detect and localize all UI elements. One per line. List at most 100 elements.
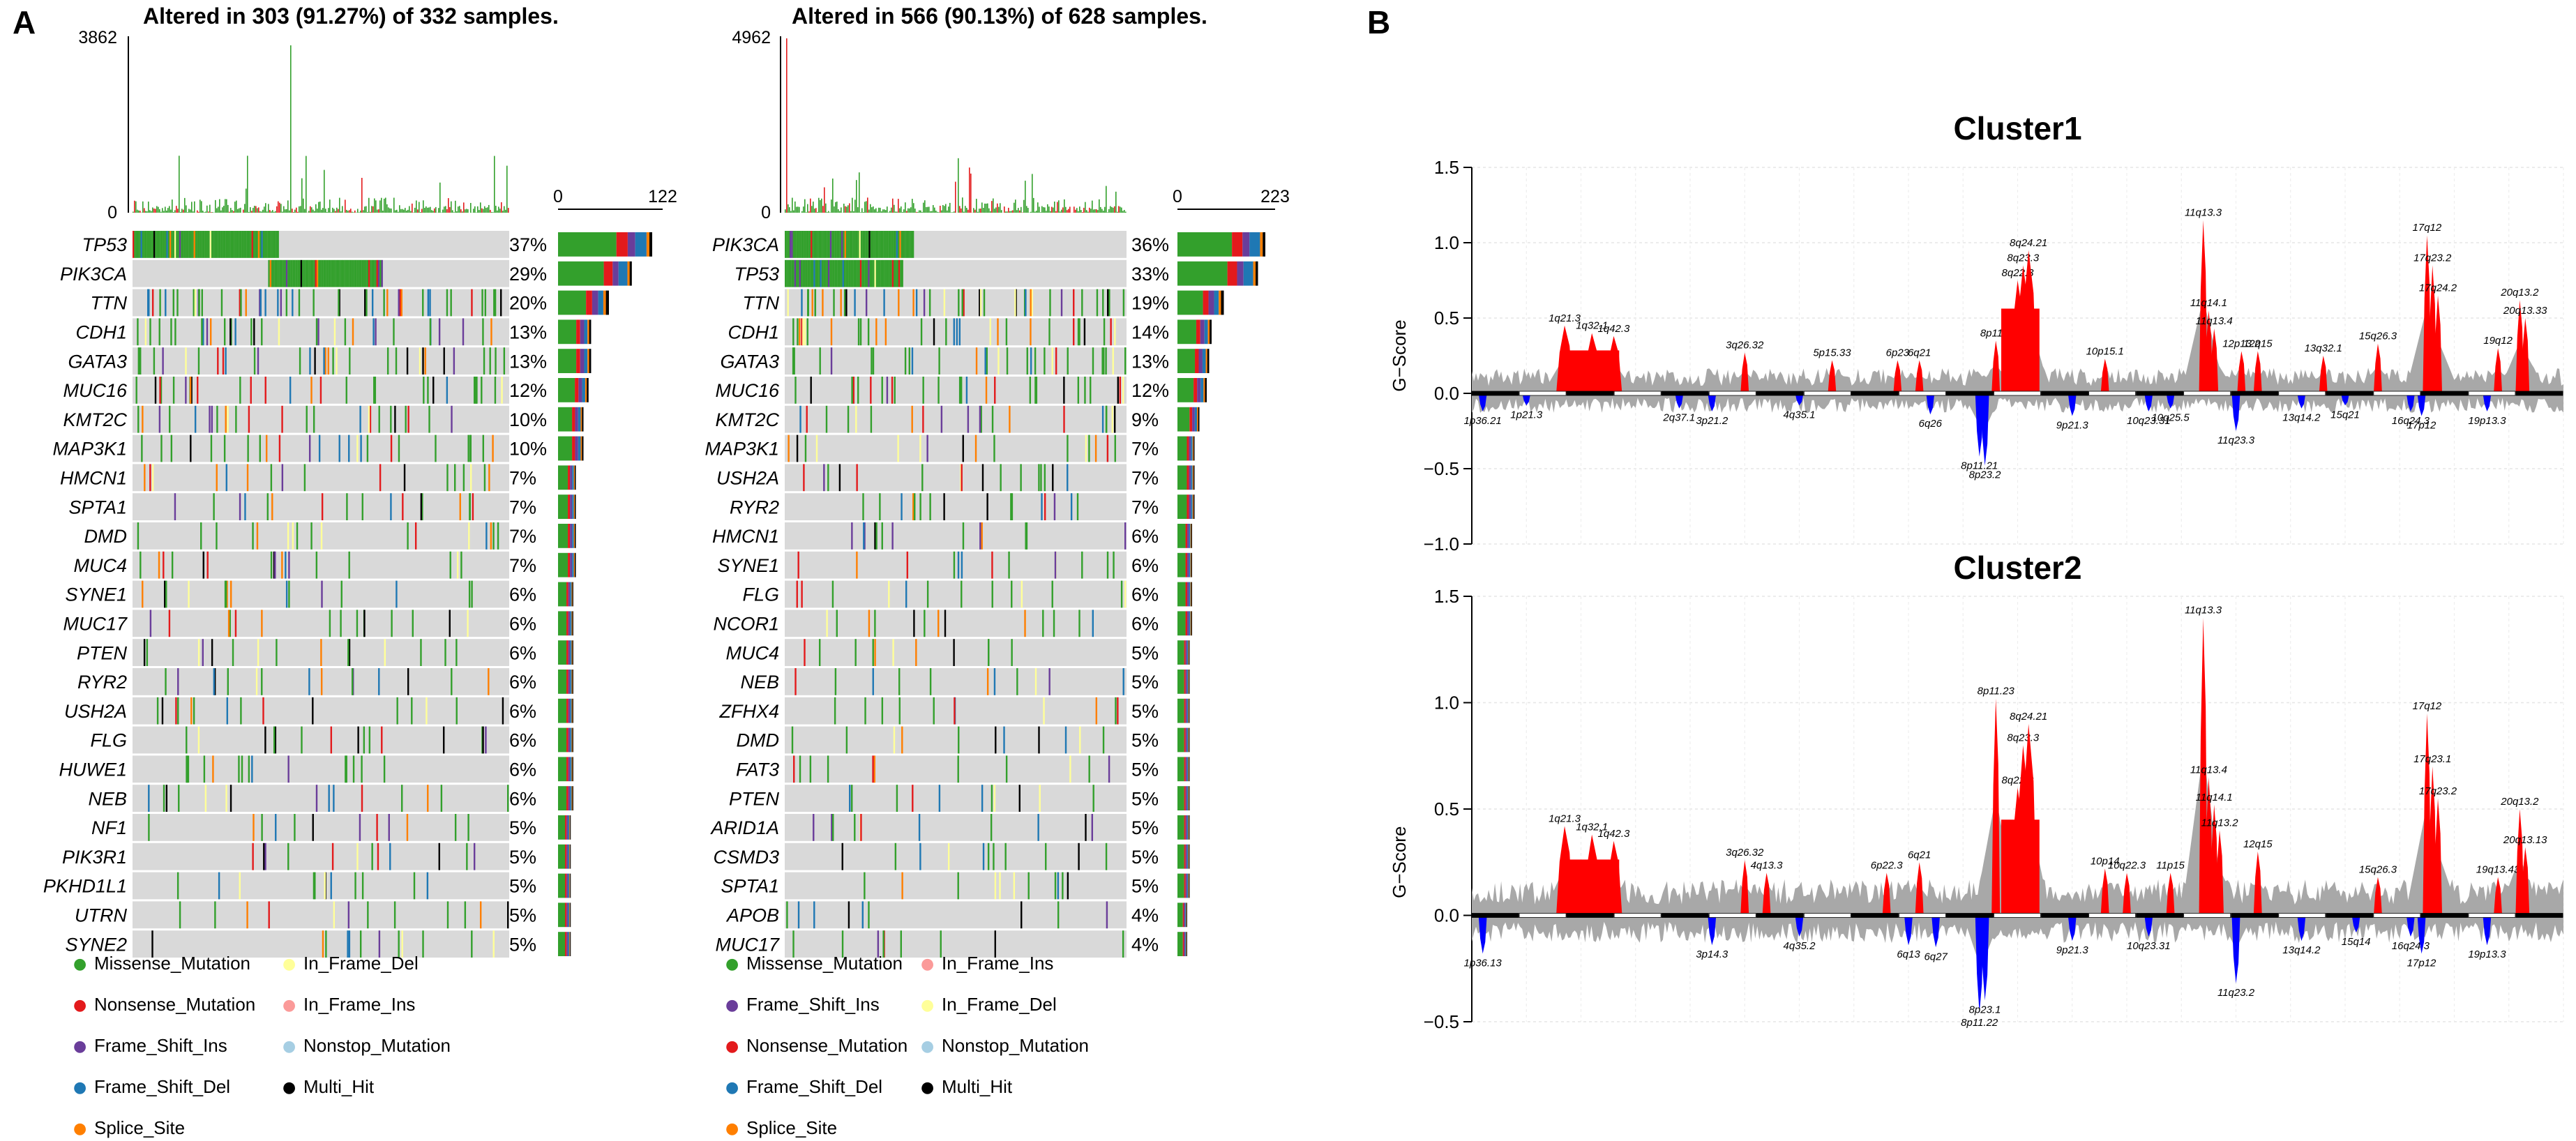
tmb-bar [1019,210,1020,213]
count-bar-segment [1204,319,1208,345]
gene-percent: 5% [1131,788,1159,809]
tmb-bar [1044,207,1046,213]
mutation-cell [213,668,216,695]
tmb-bar [912,199,913,213]
gene-percent: 13% [509,322,547,342]
mutation-cell [206,318,209,346]
mutation-cell [163,551,165,579]
gscore-peak [2515,300,2524,393]
mutation-cell [912,231,914,258]
mutation-cell [250,377,252,404]
count-bar-segment [558,902,566,928]
mutation-cell [907,231,910,258]
tmb-bar [386,204,388,213]
mutation-cell [193,697,195,725]
mutation-cell [261,231,263,258]
count-bar-segment [1193,378,1198,402]
mutation-cell [295,259,298,287]
tmb-bar [176,206,177,213]
mutation-cell [834,259,836,287]
tmb-bar [785,209,786,213]
mutation-cell [995,726,997,754]
mutation-cell [169,405,171,433]
tmb-bar [382,210,384,213]
mutation-cell [957,755,959,783]
count-bar-segment [568,932,570,956]
mutation-cell [253,347,256,375]
mutation-cell [889,231,891,258]
tmb-bar [381,197,382,213]
tmb-bar [887,206,888,213]
tmb-bar [1014,202,1015,213]
mutation-cell [361,785,363,812]
mutation-cell [278,318,280,346]
tmb-bar [1039,206,1040,213]
mutation-cell [813,901,815,929]
tmb-bar [813,202,814,213]
mutation-cell [303,259,306,287]
tmb-bar [902,211,903,213]
gscore-gray-del [1472,915,2563,963]
chromosome-segment [2136,913,2184,918]
legend-label: Missense_Mutation [94,953,250,974]
gscore-region [2001,308,2040,393]
gscore-peak [2199,220,2208,393]
gene-percent: 5% [1131,701,1159,722]
count-bar-segment [1187,436,1189,461]
gene-percent: 6% [1131,526,1159,547]
mutation-cell [344,259,346,287]
gscore-peak [1795,915,1804,937]
tmb-bar [497,210,498,213]
count-bar-segment [1177,698,1184,723]
tmb-bar [421,209,423,213]
mutation-cell [372,318,375,346]
mutation-cell [240,289,242,317]
mutation-cell [815,259,817,287]
mutation-cell [366,259,369,287]
count-bar-segment [1193,436,1195,461]
mutation-cell [1013,872,1016,900]
mutation-cell [347,930,349,958]
mutation-cell [1040,464,1042,492]
tmb-bar [962,197,963,213]
y-tick-label: 0.5 [1434,308,1459,328]
mutation-cell [342,259,345,287]
count-bar-segment [582,436,584,461]
chromosome-segment [1519,913,1567,918]
mutation-cell [149,318,151,346]
tmb-bar [398,211,399,213]
mutation-cell [888,231,890,258]
tmb-bar [459,206,460,213]
mutation-cell [833,289,835,317]
gene-row-bg [785,930,1127,958]
mutation-cell [144,464,146,492]
mutation-cell [186,726,188,754]
tmb-bar [793,210,794,213]
tmb-bar [346,209,347,213]
mutation-cell [492,435,494,462]
gscore-cluster1: Cluster11.51.00.50.0−0.5−1.0G−Score1p36.… [1389,110,2564,554]
tmb-bar [169,206,170,213]
legend-swatch-icon: ● [725,1079,739,1096]
mutation-cell [187,231,189,258]
tmb-bar [227,204,229,213]
count-bar-segment [1177,465,1187,490]
tmb-bar [1069,206,1071,213]
chromosome-segment [2183,391,2231,396]
mutation-cell [806,405,808,433]
mutation-cell [393,901,396,929]
tmb-bar [366,206,367,213]
count-bar-segment [635,232,647,257]
count-bar-segment [570,465,573,490]
mutation-cell [813,814,815,841]
mutation-cell [454,464,456,492]
mutation-cell [153,347,156,375]
mutation-cell [1105,347,1107,375]
peak-label: 15q21 [2330,409,2360,421]
tmb-bar [190,209,191,213]
mutation-cell [982,842,985,870]
legend-swatch-icon: ● [73,1120,86,1138]
mutation-cell [791,726,794,754]
count-bar-segment [1256,261,1258,286]
tmb-bar [892,198,894,213]
